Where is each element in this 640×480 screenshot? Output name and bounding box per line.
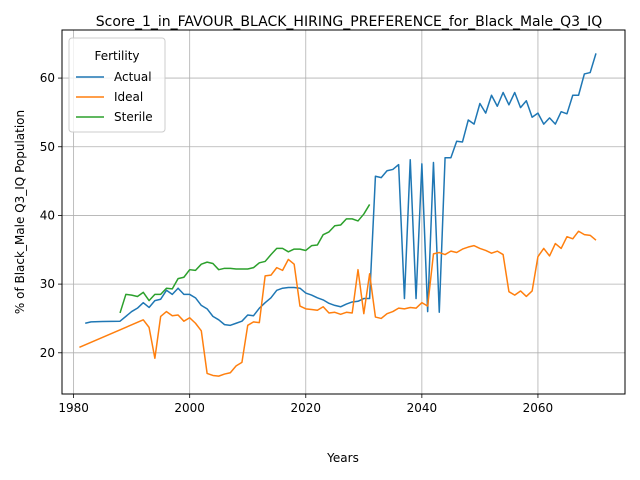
legend-title: Fertility [94,49,139,63]
legend-entries: Actual Ideal Sterile [76,70,153,124]
series-line-sterile [119,204,371,314]
series-layer [79,53,597,377]
series-line-ideal [79,230,597,377]
x-tick-label: 2000 [174,401,205,415]
grid [62,30,625,394]
x-tick-label: 1980 [58,401,89,415]
y-tick-label: 30 [40,277,55,291]
y-axis-label: % of Black_Male Q3_IQ Population [13,110,27,314]
legend-label-actual: Actual [114,70,152,84]
x-tick-label: 2040 [407,401,438,415]
ticks: 1980 2000 2020 2040 2060 20 30 40 50 60 [40,71,553,415]
legend-box [68,37,166,133]
y-tick-label: 50 [40,140,55,154]
chart-title: Score_1_in_FAVOUR_BLACK_HIRING_PREFERENC… [96,14,602,30]
x-tick-label: 2020 [290,401,321,415]
y-tick-label: 60 [40,71,55,85]
x-tick-label: 2060 [523,401,554,415]
legend-label-sterile: Sterile [114,110,153,124]
x-axis-label: Years [326,451,359,465]
plot-frame [61,29,626,395]
legend: Fertility Actual Ideal Sterile [68,37,166,133]
series-line-actual [85,53,597,327]
legend-label-ideal: Ideal [114,90,143,104]
y-tick-label: 40 [40,208,55,222]
y-tick-label: 20 [40,346,55,360]
